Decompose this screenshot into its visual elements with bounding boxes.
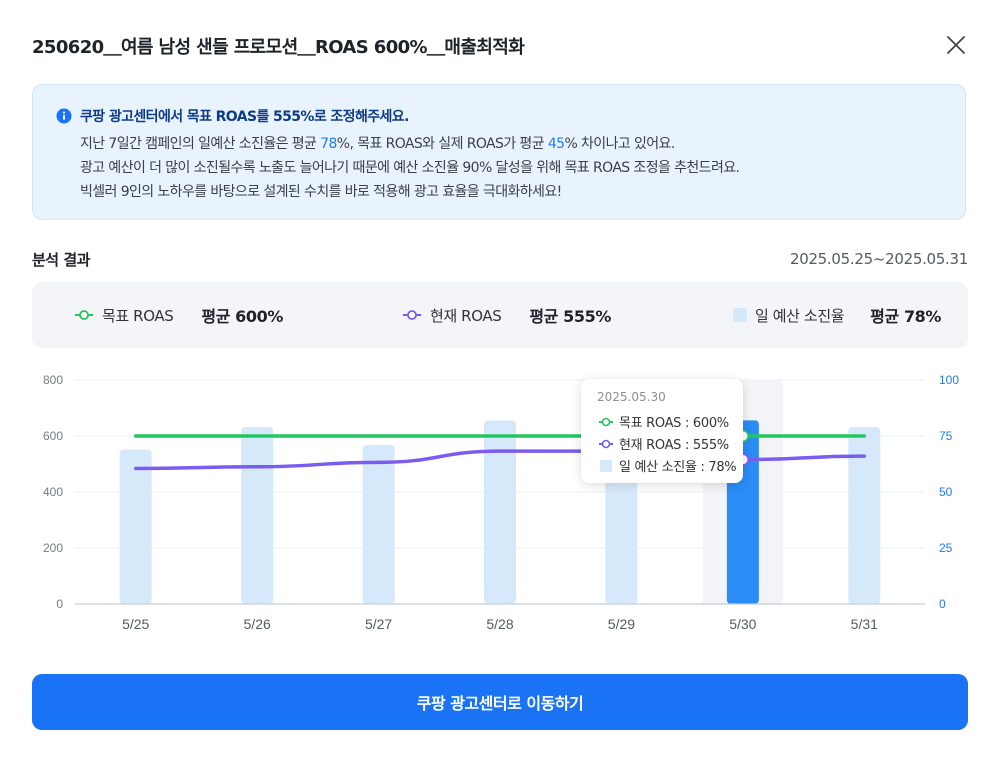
right-axis-tick: 75 xyxy=(939,429,953,443)
current-roas-marker-icon xyxy=(599,439,613,448)
left-axis-tick: 600 xyxy=(43,429,63,443)
tooltip-budget-row: 일 예산 소진율 : 78% xyxy=(599,456,737,475)
budget-rate-highlight: 78 xyxy=(320,136,337,152)
x-axis-tick: 5/26 xyxy=(244,616,271,632)
current-roas-value: 평균 555% xyxy=(529,307,611,326)
x-axis-tick: 5/30 xyxy=(729,616,756,632)
notice-headline: 쿠팡 광고센터에서 목표 ROAS를 555%로 조정해주세요. xyxy=(80,109,409,125)
x-axis-tick: 5/29 xyxy=(608,616,635,632)
notice-line-2: 광고 예산이 더 많이 소진될수록 노출도 늘어나기 때문에 예산 소진율 90… xyxy=(80,160,740,176)
chart-canvas: 0 200 400 600 800 0 25 50 75 100 5/25 5/26 5/27 5/28 5… xyxy=(43,373,959,632)
budget-bar-5-29 xyxy=(605,442,638,604)
info-icon xyxy=(56,108,72,124)
section-title: 분석 결과 xyxy=(32,251,90,269)
analysis-chart[interactable]: 0 200 400 600 800 0 25 50 75 100 5/25 5/26 5/27 5/28 5… xyxy=(0,360,1000,650)
tooltip-current-row: 현재 ROAS : 555% xyxy=(599,434,729,453)
budget-bar-5-28 xyxy=(484,420,516,604)
notice-text: % 차이나고 있어요. xyxy=(564,136,675,152)
date-range: 2025.05.25~2025.05.31 xyxy=(789,250,968,268)
summary-legend: 목표 ROAS 평균 600% 현재 ROAS 평균 555% 일 예산 소진율… xyxy=(32,282,968,348)
left-axis-tick: 400 xyxy=(43,485,63,499)
x-axis-tick: 5/27 xyxy=(365,616,392,632)
target-roas-value: 평균 600% xyxy=(201,307,283,326)
legend-current-roas: 현재 ROAS 평균 555% xyxy=(402,282,611,348)
tooltip-target-row: 목표 ROAS : 600% xyxy=(599,412,729,431)
budget-rate-label: 일 예산 소진율 xyxy=(755,306,845,325)
budget-rate-marker-icon xyxy=(600,459,612,472)
right-axis-tick: 100 xyxy=(939,373,959,387)
target-roas-marker-icon xyxy=(599,417,613,426)
recommendation-notice: 쿠팡 광고센터에서 목표 ROAS를 555%로 조정해주세요. 지난 7일간 … xyxy=(32,84,966,220)
budget-bar-5-26 xyxy=(241,427,274,604)
left-axis-tick: 800 xyxy=(43,373,63,387)
tooltip-budget: 일 예산 소진율 : 78% xyxy=(619,460,737,475)
page-title: 250620＿여름 남성 샌들 프로모션＿ROAS 600%＿매출최적화 xyxy=(32,37,525,58)
current-roas-legend-icon xyxy=(403,310,421,320)
tooltip-target: 목표 ROAS : 600% xyxy=(619,416,729,431)
right-axis-tick: 0 xyxy=(939,597,946,611)
x-axis-tick: 5/25 xyxy=(122,616,149,632)
legend-target-roas: 목표 ROAS 평균 600% xyxy=(74,282,283,348)
x-axis-tick: 5/31 xyxy=(851,616,878,632)
budget-bar-5-31 xyxy=(848,427,881,604)
notice-text: %, 목표 ROAS와 실제 ROAS가 평균 xyxy=(336,136,548,152)
budget-bar-5-25 xyxy=(119,449,152,604)
right-axis-tick: 50 xyxy=(939,485,953,499)
tooltip-date: 2025.05.30 xyxy=(597,390,666,404)
notice-line-1: 지난 7일간 캠페인의 일예산 소진율은 평균 78%, 목표 ROAS와 실제… xyxy=(80,133,675,153)
left-axis-tick: 0 xyxy=(56,597,63,611)
x-axis-tick: 5/28 xyxy=(486,616,513,632)
go-to-ad-center-button[interactable]: 쿠팡 광고센터로 이동하기 xyxy=(32,674,968,730)
budget-rate-legend-icon xyxy=(733,308,747,322)
tooltip-current: 현재 ROAS : 555% xyxy=(619,438,729,453)
close-icon[interactable] xyxy=(944,33,968,57)
notice-line-3: 빅셀러 9인의 노하우를 바탕으로 설계된 수치를 바로 적용해 광고 효율을 … xyxy=(80,184,562,200)
budget-bar-5-27 xyxy=(362,444,395,604)
legend-budget-rate: 일 예산 소진율 평균 78% xyxy=(733,282,941,348)
left-axis-tick: 200 xyxy=(43,541,63,555)
roas-gap-highlight: 45 xyxy=(547,136,565,152)
budget-rate-value: 평균 78% xyxy=(870,307,942,326)
chart-tooltip: 2025.05.30 목표 ROAS : 600% 현재 ROAS : 555%… xyxy=(581,379,743,483)
target-roas-label: 목표 ROAS xyxy=(102,306,174,325)
target-roas-legend-icon xyxy=(75,310,93,320)
notice-text: 지난 7일간 캠페인의 일예산 소진율은 평균 xyxy=(80,136,321,152)
current-roas-label: 현재 ROAS xyxy=(430,306,502,325)
right-axis-tick: 25 xyxy=(939,541,953,555)
